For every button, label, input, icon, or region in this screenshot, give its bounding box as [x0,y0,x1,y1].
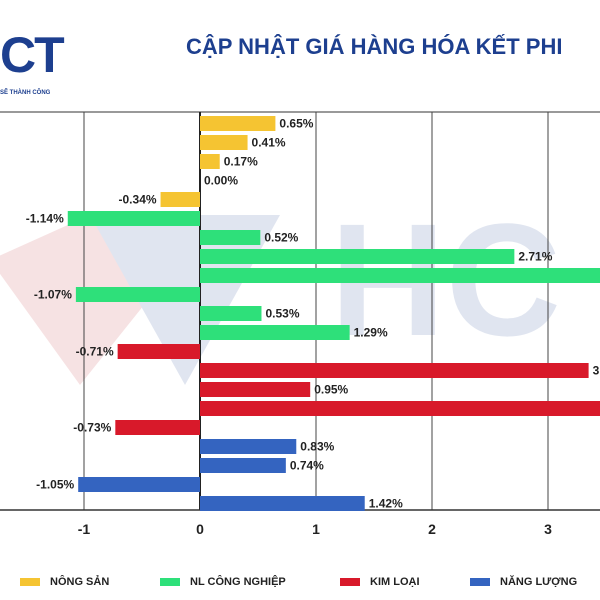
bar [200,401,600,416]
x-tick-label: 2 [428,521,436,537]
data-label: -1.05% [36,478,74,492]
bar [200,458,286,473]
logo-text: CT [0,27,65,83]
data-label: -1.07% [34,288,72,302]
legend-label: KIM LOẠI [370,576,420,588]
legend-swatch [470,578,490,586]
x-tick-label: 0 [196,521,204,537]
data-label: 0.53% [265,307,299,321]
data-label: 0.83% [300,440,334,454]
bar [200,230,261,245]
x-tick-label: 1 [312,521,320,537]
bar [160,192,200,207]
legend-item-nl-cong-nghiep: NL CÔNG NGHIỆP [160,572,286,592]
bar [200,249,515,264]
legend-swatch [160,578,180,586]
bar [200,325,350,340]
legend-item-nong-san: NÔNG SẢN [20,572,109,592]
bar [200,363,589,378]
logo-tagline: SẼ THÀNH CÔNG [0,90,51,96]
bar [200,135,248,150]
legend-item-nang-luong: NĂNG LƯỢNG [470,572,577,592]
bar [115,420,200,435]
bar [200,496,365,511]
bar [200,306,262,321]
legend-swatch [340,578,360,586]
data-label: 1.29% [354,326,388,340]
data-label: 2.71% [518,250,552,264]
data-label: 0.95% [314,383,348,397]
data-label: -1.14% [26,212,64,226]
data-label: 0.17% [224,155,258,169]
data-label: 3. [593,364,600,378]
bar [200,154,220,169]
data-label: 0.41% [252,136,286,150]
bar [75,287,200,302]
bar [200,439,297,454]
bar [117,344,200,359]
legend-label: NL CÔNG NGHIỆP [190,576,286,588]
bar [200,382,311,397]
x-tick-label: -1 [78,521,91,537]
data-label: 0.74% [290,459,324,473]
data-label: -0.73% [73,421,111,435]
legend-label: NÔNG SẢN [50,576,110,588]
data-label: 0.65% [279,117,313,131]
legend-label: NĂNG LƯỢNG [500,576,578,588]
bar [78,477,200,492]
logo: CT SẼ THÀNH CÔNG [0,18,90,96]
data-label: 1.42% [369,497,403,511]
legend-swatch [20,578,40,586]
bar [200,116,276,131]
bar [67,211,200,226]
data-label: -0.71% [76,345,114,359]
data-label: 0.52% [264,231,298,245]
bar [200,268,600,283]
legend-item-kim-loai: KIM LOẠI [340,572,420,592]
data-label: 0.00% [204,174,238,188]
data-label: -0.34% [119,193,157,207]
x-tick-label: 3 [544,521,552,537]
page-title: CẬP NHẬT GIÁ HÀNG HÓA KẾT PHI [186,34,563,59]
